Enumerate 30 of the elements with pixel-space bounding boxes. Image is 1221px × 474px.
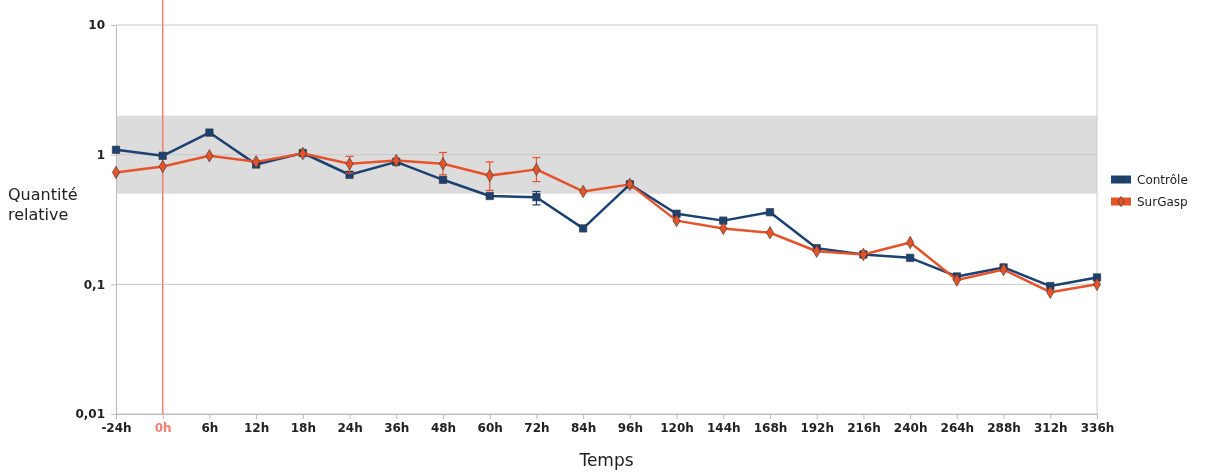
x-tick-label: 18h bbox=[290, 420, 316, 435]
x-tick-label: 336h bbox=[1080, 420, 1115, 435]
x-tick-label: 60h bbox=[477, 420, 503, 435]
x-tick-label: 96h bbox=[617, 420, 643, 435]
x-tick-label: -24h bbox=[101, 420, 132, 435]
x-tick-label: 84h bbox=[571, 420, 597, 435]
y-tick-label: 0,1 bbox=[83, 277, 105, 292]
x-tick-label: 144h bbox=[706, 420, 741, 435]
y-tick-label: 1 bbox=[96, 148, 105, 163]
x-tick-label: 24h bbox=[337, 420, 363, 435]
x-tick-label: 264h bbox=[940, 420, 975, 435]
x-tick-label: 48h bbox=[430, 420, 457, 435]
x-tick-label: 120h bbox=[660, 420, 694, 435]
x-tick-label: 72h bbox=[524, 420, 550, 435]
x-tick-label: 192h bbox=[800, 420, 835, 435]
x-tick-label: 6h bbox=[201, 420, 219, 435]
x-tick-label: 288h bbox=[987, 420, 1021, 435]
legend-label: Contrôle bbox=[1137, 172, 1188, 187]
legend-label: SurGasp bbox=[1137, 194, 1188, 209]
x-tick-label: 312h bbox=[1033, 420, 1068, 435]
x-tick-label: 12h bbox=[244, 420, 270, 435]
y-axis-title: Quantité relative bbox=[8, 185, 78, 224]
y-tick-label: 0,01 bbox=[75, 407, 105, 422]
x-tick-label: 240h bbox=[893, 420, 928, 435]
x-tick-label: 216h bbox=[847, 420, 881, 435]
x-axis-title: Temps bbox=[578, 450, 634, 470]
x-tick-label: 36h bbox=[384, 420, 410, 435]
x-tick-label: 168h bbox=[753, 420, 788, 435]
y-tick-label: 10 bbox=[88, 18, 105, 33]
x-tick-label: 0h bbox=[154, 420, 172, 435]
